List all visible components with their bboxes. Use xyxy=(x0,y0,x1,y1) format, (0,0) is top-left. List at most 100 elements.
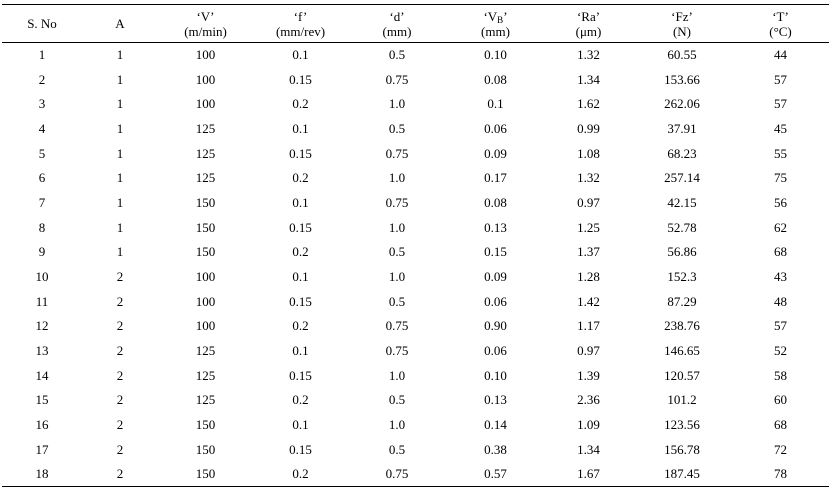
cell-d: 0.75 xyxy=(385,71,409,87)
cell-d: 0.75 xyxy=(385,343,409,359)
cell-d: 0.5 xyxy=(388,441,406,457)
cell-f: 0.2 xyxy=(292,392,309,408)
cell-v: 150 xyxy=(195,417,216,433)
cell-f: 0.15 xyxy=(289,219,312,235)
cell-sno: 12 xyxy=(35,318,49,334)
cell-t: 48 xyxy=(774,293,787,309)
cell-vb: 0.06 xyxy=(484,293,507,309)
table-row: 17 2 150 0.15 0.5 0.38 1.34 156.78 72 xyxy=(2,438,829,463)
table-row: 11 2 100 0.15 0.5 0.06 1.42 87.29 48 xyxy=(2,289,829,314)
cell-sno: 5 xyxy=(38,145,46,161)
cell-ra: 0.97 xyxy=(577,194,600,210)
cell-v: 125 xyxy=(195,145,216,161)
cell-f: 0.1 xyxy=(292,47,309,63)
cell-t: 60 xyxy=(774,392,787,408)
cell-fz: 56.86 xyxy=(667,244,697,260)
cell-v: 100 xyxy=(195,47,216,63)
cell-a: 2 xyxy=(116,343,124,359)
cell-v: 100 xyxy=(195,293,216,309)
cell-a: 1 xyxy=(116,194,124,210)
cell-d: 0.75 xyxy=(385,145,409,161)
cell-fz: 68.23 xyxy=(667,145,697,161)
cell-a: 1 xyxy=(116,120,124,136)
cell-fz: 262.06 xyxy=(664,96,700,112)
cell-sno: 10 xyxy=(35,269,49,285)
cell-f: 0.2 xyxy=(292,96,309,112)
cell-t: 68 xyxy=(774,417,787,433)
cell-vb: 0.10 xyxy=(484,367,507,383)
cell-a: 1 xyxy=(116,219,124,235)
header-sno: S. No xyxy=(27,16,57,31)
cell-f: 0.2 xyxy=(292,466,309,482)
header-fz: ‘Fz’ (N) xyxy=(671,8,693,39)
cell-vb: 0.57 xyxy=(484,466,507,482)
header-a: A xyxy=(115,16,125,31)
cell-vb: 0.90 xyxy=(484,318,507,334)
cell-t: 55 xyxy=(774,145,787,161)
cell-sno: 9 xyxy=(38,244,46,260)
cell-ra: 1.37 xyxy=(577,244,600,260)
cell-a: 2 xyxy=(116,466,124,482)
header-v: ‘V’ (m/min) xyxy=(184,8,227,39)
table-row: 7 1 150 0.1 0.75 0.08 0.97 42.15 56 xyxy=(2,191,829,216)
cell-v: 150 xyxy=(195,466,216,482)
cell-fz: 123.56 xyxy=(664,417,700,433)
cell-d: 0.5 xyxy=(388,392,406,408)
cell-f: 0.2 xyxy=(292,170,309,186)
cell-vb: 0.14 xyxy=(484,417,507,433)
cell-d: 1.0 xyxy=(388,170,406,186)
cell-t: 58 xyxy=(774,367,787,383)
cell-v: 100 xyxy=(195,318,216,334)
cell-v: 150 xyxy=(195,194,216,210)
cell-ra: 1.67 xyxy=(577,466,600,482)
cell-a: 1 xyxy=(116,71,124,87)
cell-d: 0.5 xyxy=(388,47,406,63)
cell-t: 68 xyxy=(774,244,787,260)
cell-a: 2 xyxy=(116,318,124,334)
cell-t: 45 xyxy=(774,120,787,136)
cell-fz: 257.14 xyxy=(664,170,700,186)
cell-v: 125 xyxy=(195,170,216,186)
cell-vb: 0.09 xyxy=(484,269,507,285)
cell-vb: 0.15 xyxy=(484,244,507,260)
cell-v: 150 xyxy=(195,244,216,260)
table-row: 8 1 150 0.15 1.0 0.13 1.25 52.78 62 xyxy=(2,215,829,240)
cell-d: 0.75 xyxy=(385,318,409,334)
cell-v: 150 xyxy=(195,441,216,457)
cell-d: 0.5 xyxy=(388,293,406,309)
cell-vb: 0.17 xyxy=(484,170,507,186)
cell-t: 43 xyxy=(774,269,787,285)
cell-sno: 7 xyxy=(38,194,46,210)
table-row: 5 1 125 0.15 0.75 0.09 1.08 68.23 55 xyxy=(2,141,829,166)
cell-fz: 146.65 xyxy=(664,343,700,359)
table-row: 12 2 100 0.2 0.75 0.90 1.17 238.76 57 xyxy=(2,314,829,339)
cell-ra: 0.97 xyxy=(577,343,600,359)
header-row: S. No A ‘V’ (m/min) ‘f’ (mm/rev) ‘d’ (mm) ‘… xyxy=(2,5,829,43)
cell-sno: 14 xyxy=(35,367,49,383)
cell-fz: 101.2 xyxy=(667,392,697,408)
cell-f: 0.2 xyxy=(292,244,309,260)
cell-fz: 52.78 xyxy=(667,219,697,235)
cell-vb: 0.09 xyxy=(484,145,507,161)
cell-sno: 1 xyxy=(38,47,46,63)
cell-fz: 238.76 xyxy=(664,318,700,334)
cell-f: 0.1 xyxy=(292,120,309,136)
table-row: 1 1 100 0.1 0.5 0.10 1.32 60.55 44 xyxy=(2,43,829,68)
table-row: 9 1 150 0.2 0.5 0.15 1.37 56.86 68 xyxy=(2,240,829,265)
cell-v: 125 xyxy=(195,120,216,136)
cell-ra: 1.42 xyxy=(577,293,600,309)
table-row: 14 2 125 0.15 1.0 0.10 1.39 120.57 58 xyxy=(2,363,829,388)
cell-sno: 18 xyxy=(35,466,49,482)
header-d: ‘d’ (mm) xyxy=(382,8,412,39)
cell-sno: 15 xyxy=(35,392,49,408)
cell-sno: 8 xyxy=(38,219,46,235)
cell-sno: 4 xyxy=(38,120,46,136)
table-row: 18 2 150 0.2 0.75 0.57 1.67 187.45 78 xyxy=(2,462,829,487)
cell-v: 125 xyxy=(195,392,216,408)
cell-f: 0.1 xyxy=(292,417,309,433)
cell-ra: 1.08 xyxy=(577,145,600,161)
cell-ra: 0.99 xyxy=(577,120,600,136)
cell-f: 0.15 xyxy=(289,145,312,161)
cell-t: 57 xyxy=(774,96,787,112)
cell-d: 1.0 xyxy=(388,219,406,235)
